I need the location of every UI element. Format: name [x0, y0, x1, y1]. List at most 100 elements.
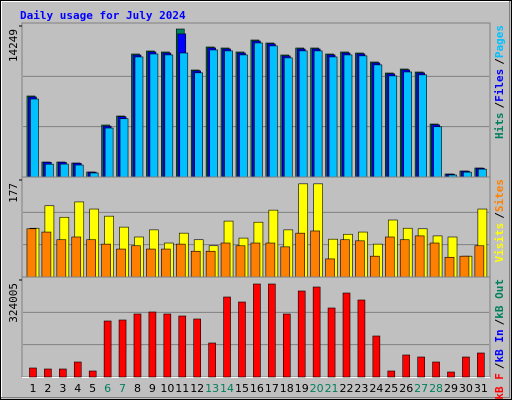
bar [41, 231, 52, 278]
x-tick-label: 1 [29, 382, 36, 395]
bar [118, 319, 127, 378]
x-tick-label: 31 [474, 382, 488, 395]
bar [265, 242, 276, 278]
bar [343, 54, 353, 178]
bar [355, 240, 365, 278]
x-tick-label: 24 [369, 382, 383, 395]
bar [432, 361, 440, 378]
legend-entry: Sites [493, 179, 506, 212]
x-tick-label: 30 [459, 382, 473, 395]
bar [208, 342, 216, 378]
bar [116, 248, 126, 278]
legend-separator: / [493, 318, 506, 325]
bar [103, 320, 112, 378]
bar [56, 239, 67, 278]
bar [327, 307, 336, 378]
legend: Visits /Sites [493, 179, 506, 263]
bar [388, 75, 398, 178]
x-tick-label: 23 [354, 382, 368, 395]
bar [387, 370, 396, 378]
bar [459, 255, 470, 278]
bar [71, 236, 82, 278]
bar [372, 335, 381, 378]
legend: Hits/Files/Pages [493, 25, 506, 139]
bar [59, 368, 67, 378]
bar [313, 50, 323, 178]
x-tick-label: 22 [339, 382, 353, 395]
bar [418, 74, 427, 178]
bar [238, 301, 246, 378]
bar [474, 245, 485, 278]
bar [429, 242, 440, 278]
bar [370, 255, 380, 278]
bar [399, 239, 410, 278]
legend-entry: Visits [493, 223, 506, 263]
bar [463, 171, 472, 178]
x-tick-label: 13 [205, 382, 219, 395]
bar [133, 313, 142, 378]
y-tick-label: 14249 [7, 29, 20, 62]
x-tick-label: 19 [295, 382, 309, 395]
bar [74, 164, 84, 178]
bar [403, 71, 413, 178]
legend: kB F/kB In/kB Out [493, 279, 506, 400]
bar [340, 239, 350, 278]
bar [146, 248, 156, 278]
bar [30, 98, 39, 178]
bar [60, 163, 69, 178]
bar [325, 258, 335, 278]
bar [119, 118, 129, 178]
x-tick-label: 5 [89, 382, 96, 395]
bar [205, 250, 216, 278]
legend-entry: Pages [493, 25, 506, 58]
bar [357, 299, 366, 378]
x-tick-label: 27 [414, 382, 428, 395]
chart-title: Daily usage for July 2024 [20, 9, 186, 22]
bar [268, 283, 276, 378]
bar [131, 245, 141, 278]
legend-entry: Hits [493, 113, 506, 140]
bar [164, 54, 174, 178]
bar [224, 50, 233, 178]
bar [29, 367, 37, 378]
bar [384, 236, 395, 278]
bar [148, 311, 157, 378]
bar [86, 239, 96, 278]
x-tick-label: 20 [310, 382, 324, 395]
bar [239, 54, 248, 178]
bar [223, 296, 231, 378]
x-tick-label: 12 [190, 382, 204, 395]
x-tick-label: 2 [44, 382, 51, 395]
bar [220, 242, 231, 278]
bar [298, 50, 308, 178]
x-tick-label: 17 [265, 382, 279, 395]
x-tick-label: 29 [444, 382, 458, 395]
bar [462, 356, 470, 378]
bar [433, 126, 442, 178]
x-tick-label: 16 [250, 382, 264, 395]
bar [312, 286, 321, 378]
bar [417, 356, 425, 378]
x-tick-label: 14 [220, 382, 234, 395]
bar [178, 315, 187, 378]
bar [282, 313, 291, 378]
bar [295, 232, 306, 278]
legend-separator: / [493, 362, 506, 369]
bar [149, 53, 159, 178]
bar [280, 246, 291, 278]
legend-entry: kB In [493, 329, 506, 362]
bar [444, 256, 455, 278]
bar [328, 56, 338, 178]
x-tick-label: 11 [175, 382, 189, 395]
bar [253, 283, 261, 378]
bar [190, 250, 201, 278]
x-tick-label: 25 [384, 382, 398, 395]
x-tick-label: 15 [235, 382, 249, 395]
bar [235, 245, 246, 278]
bar [44, 368, 52, 378]
bar [163, 313, 172, 378]
y-tick-label: 324005 [7, 283, 20, 323]
bar [89, 172, 99, 178]
bar [254, 42, 263, 178]
bar [194, 72, 203, 178]
